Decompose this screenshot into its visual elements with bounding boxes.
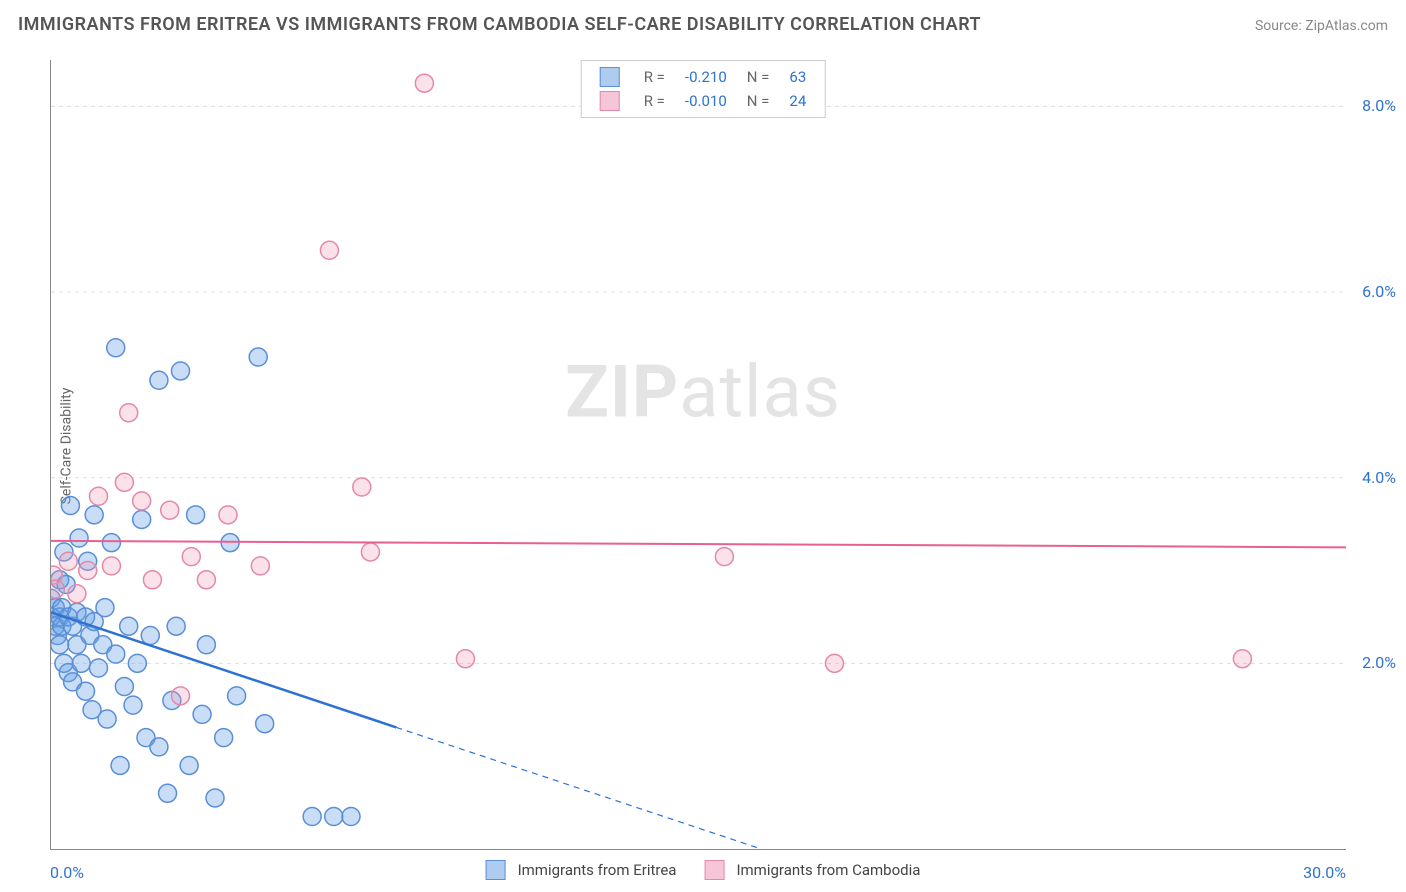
y-tick-label: 2.0% [1362, 653, 1396, 672]
x-max-label: 30.0% [1303, 863, 1346, 882]
source-label: Source: ZipAtlas.com [1255, 18, 1388, 34]
legend-item: Immigrants from Cambodia [704, 860, 920, 880]
y-tick-label: 8.0% [1362, 96, 1396, 115]
watermark: ZIPatlas [565, 350, 841, 435]
plot-area [50, 60, 1346, 850]
y-tick-label: 6.0% [1362, 282, 1396, 301]
chart-title: IMMIGRANTS FROM ERITREA VS IMMIGRANTS FR… [18, 14, 981, 35]
x-min-label: 0.0% [50, 863, 84, 882]
legend-item: Immigrants from Eritrea [486, 860, 677, 880]
y-tick-label: 4.0% [1362, 468, 1396, 487]
scatter-plot-svg [51, 60, 1346, 849]
correlation-legend: R =-0.210N =63R =-0.010N =24 [581, 60, 826, 118]
series-legend: Immigrants from Eritrea Immigrants from C… [486, 860, 921, 880]
